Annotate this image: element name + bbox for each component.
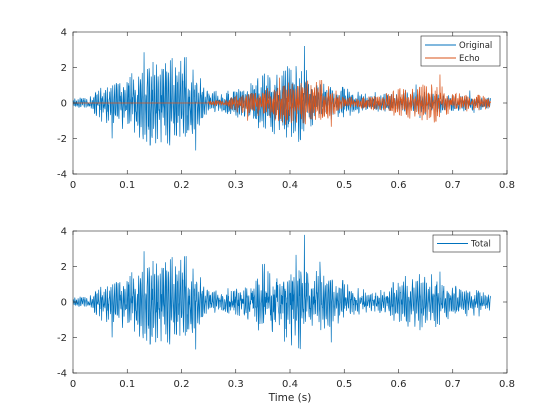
top-x-tick-label: 0.8: [499, 180, 515, 191]
bottom-x-tick-label: 0.4: [282, 379, 298, 390]
top-x-tick-label: 0.5: [336, 180, 352, 191]
bottom-legend: Total: [432, 234, 501, 253]
bottom-x-tick-label: 0.5: [336, 379, 352, 390]
top-legend-box: [420, 35, 501, 67]
bottom-plot-area: [72, 234, 492, 350]
bottom-axes: 0 0.1 0.2 0.3 0.4 0.5 0.6 0.7 0.8 -4 -2 …: [57, 227, 515, 405]
legend-original-label: Original: [459, 41, 492, 51]
total-series-line: [72, 234, 492, 350]
bottom-y-tick-label: 0: [61, 298, 67, 309]
bottom-x-tick-label: 0.1: [119, 379, 135, 390]
top-ticks: [72, 31, 508, 175]
top-axes: 0 0.1 0.2 0.3 0.4 0.5 0.6 0.7 0.8 -4 -2 …: [57, 28, 515, 192]
bottom-y-tick-label: -4: [57, 369, 67, 380]
bottom-y-tick-label: 4: [61, 227, 67, 238]
legend-total-label: Total: [470, 240, 491, 250]
top-x-tick-label: 0.1: [119, 180, 135, 191]
x-axis-label: Time (s): [268, 392, 312, 404]
top-x-tick-label: 0.6: [391, 180, 407, 191]
top-y-tick-label: -4: [57, 170, 67, 181]
bottom-y-tick-label: -2: [57, 333, 67, 344]
bottom-x-tick-label: 0.2: [174, 379, 190, 390]
top-x-tick-label: 0.7: [445, 180, 461, 191]
top-y-tick-label: 4: [61, 28, 67, 39]
top-y-tick-label: 0: [61, 99, 67, 110]
bottom-y-tick-label: 2: [61, 262, 67, 273]
bottom-x-tick-label: 0.8: [499, 379, 515, 390]
bottom-x-tick-label: 0.6: [391, 379, 407, 390]
bottom-x-tick-label: 0.3: [228, 379, 244, 390]
bottom-x-tick-labels: 0 0.1 0.2 0.3 0.4 0.5 0.6 0.7 0.8: [70, 379, 515, 390]
top-y-tick-label: -2: [57, 134, 67, 145]
top-legend: Original Echo: [420, 35, 501, 67]
top-x-tick-labels: 0 0.1 0.2 0.3 0.4 0.5 0.6 0.7 0.8: [70, 180, 515, 191]
bottom-ticks: [72, 230, 508, 374]
top-x-tick-label: 0.3: [228, 180, 244, 191]
top-plot-area: [72, 46, 492, 151]
top-x-tick-label: 0.4: [282, 180, 298, 191]
bottom-y-tick-labels: -4 -2 0 2 4: [57, 227, 67, 380]
top-x-tick-label: 0: [70, 180, 76, 191]
top-x-tick-label: 0.2: [174, 180, 190, 191]
top-y-tick-label: 2: [61, 63, 67, 74]
bottom-x-tick-label: 0.7: [445, 379, 461, 390]
top-y-tick-labels: -4 -2 0 2 4: [57, 28, 67, 181]
bottom-x-tick-label: 0: [70, 379, 76, 390]
legend-echo-label: Echo: [459, 54, 480, 64]
echo-series-line: [73, 74, 492, 127]
